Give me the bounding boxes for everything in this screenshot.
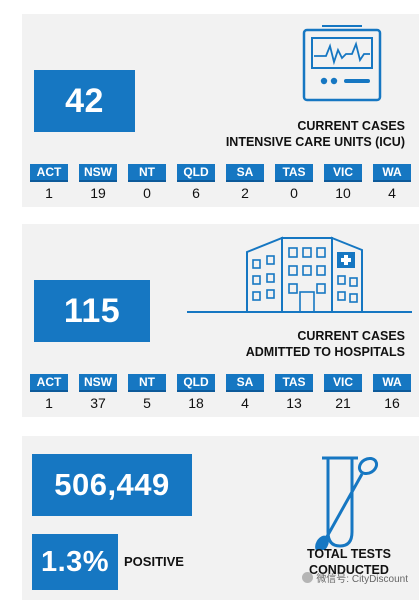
state-code: NT bbox=[128, 164, 166, 182]
icu-state-act: ACT 1 bbox=[30, 164, 68, 202]
hospital-caption-line2: ADMITTED TO HOSPITALS bbox=[245, 345, 405, 359]
tests-count: 506,449 bbox=[32, 454, 192, 516]
state-code: NT bbox=[128, 374, 166, 392]
hospital-state-tas: TAS 13 bbox=[275, 374, 313, 412]
state-value: 2 bbox=[241, 185, 249, 201]
hospital-panel: 115 CURRENT CASES ADMITTED TO HOSPITALS … bbox=[22, 224, 419, 417]
state-code: TAS bbox=[275, 164, 313, 182]
state-value: 4 bbox=[241, 395, 249, 411]
state-value: 18 bbox=[188, 395, 204, 411]
state-code: ACT bbox=[30, 164, 68, 182]
state-value: 1 bbox=[45, 395, 53, 411]
state-code: ACT bbox=[30, 374, 68, 392]
hospital-caption: CURRENT CASES ADMITTED TO HOSPITALS bbox=[246, 328, 405, 360]
icu-state-nt: NT 0 bbox=[128, 164, 166, 202]
hospital-state-nsw: NSW 37 bbox=[79, 374, 117, 412]
state-code: NSW bbox=[79, 164, 117, 182]
hospital-state-nt: NT 5 bbox=[128, 374, 166, 412]
hospital-state-vic: VIC 21 bbox=[324, 374, 362, 412]
icu-state-wa: WA 4 bbox=[373, 164, 411, 202]
hospital-state-breakdown: ACT 1 NSW 37 NT 5 QLD 18 SA 4 TAS 13 VIC 21 WA 1… bbox=[30, 374, 414, 414]
state-code: WA bbox=[373, 374, 411, 392]
hospital-state-sa: SA 4 bbox=[226, 374, 264, 412]
tests-caption-line1: TOTAL TESTS bbox=[306, 547, 391, 561]
state-value: 10 bbox=[335, 185, 351, 201]
watermark-text: 微信号: CityDiscount bbox=[316, 574, 408, 585]
state-code: QLD bbox=[177, 374, 215, 392]
positive-label: POSITIVE bbox=[124, 554, 184, 569]
icu-count: 42 bbox=[34, 70, 135, 132]
state-value: 0 bbox=[143, 185, 151, 201]
state-value: 19 bbox=[90, 185, 106, 201]
tests-caption-line2: CONDUCTED bbox=[309, 563, 389, 577]
icu-caption-line1: CURRENT CASES bbox=[297, 119, 405, 133]
state-code: VIC bbox=[324, 164, 362, 182]
state-code: SA bbox=[226, 164, 264, 182]
state-code: SA bbox=[226, 374, 264, 392]
state-value: 37 bbox=[90, 395, 106, 411]
state-code: NSW bbox=[79, 374, 117, 392]
state-value: 16 bbox=[384, 395, 400, 411]
state-value: 5 bbox=[143, 395, 151, 411]
hospital-state-qld: QLD 18 bbox=[177, 374, 215, 412]
icu-caption-line2: INTENSIVE CARE UNITS (ICU) bbox=[225, 135, 405, 149]
state-value: 6 bbox=[192, 185, 200, 201]
state-value: 4 bbox=[388, 185, 396, 201]
tests-caption: TOTAL TESTS CONDUCTED bbox=[307, 546, 391, 578]
icu-state-breakdown: ACT 1 NSW 19 NT 0 QLD 6 SA 2 TAS 0 VIC 10 WA 4 bbox=[30, 164, 414, 204]
positive-rate: 1.3% bbox=[32, 534, 118, 590]
state-code: VIC bbox=[324, 374, 362, 392]
test-tube-swab-icon bbox=[315, 456, 379, 550]
state-code: QLD bbox=[177, 164, 215, 182]
wechat-icon bbox=[302, 572, 314, 583]
hospital-icon bbox=[187, 236, 412, 313]
state-value: 0 bbox=[290, 185, 298, 201]
icu-state-tas: TAS 0 bbox=[275, 164, 313, 202]
watermark: 微信号: CityDiscount bbox=[302, 570, 408, 585]
hospital-caption-line1: CURRENT CASES bbox=[297, 329, 405, 343]
icu-panel: 42 CURRENT CASES INTENSIVE CARE UNITS (I… bbox=[22, 14, 419, 207]
hospital-count: 115 bbox=[34, 280, 150, 342]
state-code: TAS bbox=[275, 374, 313, 392]
icu-state-vic: VIC 10 bbox=[324, 164, 362, 202]
icu-caption: CURRENT CASES INTENSIVE CARE UNITS (ICU) bbox=[226, 118, 405, 150]
monitor-icon bbox=[302, 25, 382, 102]
hospital-state-act: ACT 1 bbox=[30, 374, 68, 412]
state-value: 21 bbox=[335, 395, 351, 411]
icu-state-nsw: NSW 19 bbox=[79, 164, 117, 202]
icu-state-qld: QLD 6 bbox=[177, 164, 215, 202]
icu-state-sa: SA 2 bbox=[226, 164, 264, 202]
state-value: 1 bbox=[45, 185, 53, 201]
hospital-state-wa: WA 16 bbox=[373, 374, 411, 412]
state-code: WA bbox=[373, 164, 411, 182]
state-value: 13 bbox=[286, 395, 302, 411]
tests-panel: 506,449 1.3% POSITIVE TOTAL TESTS CONDUC… bbox=[22, 436, 419, 600]
